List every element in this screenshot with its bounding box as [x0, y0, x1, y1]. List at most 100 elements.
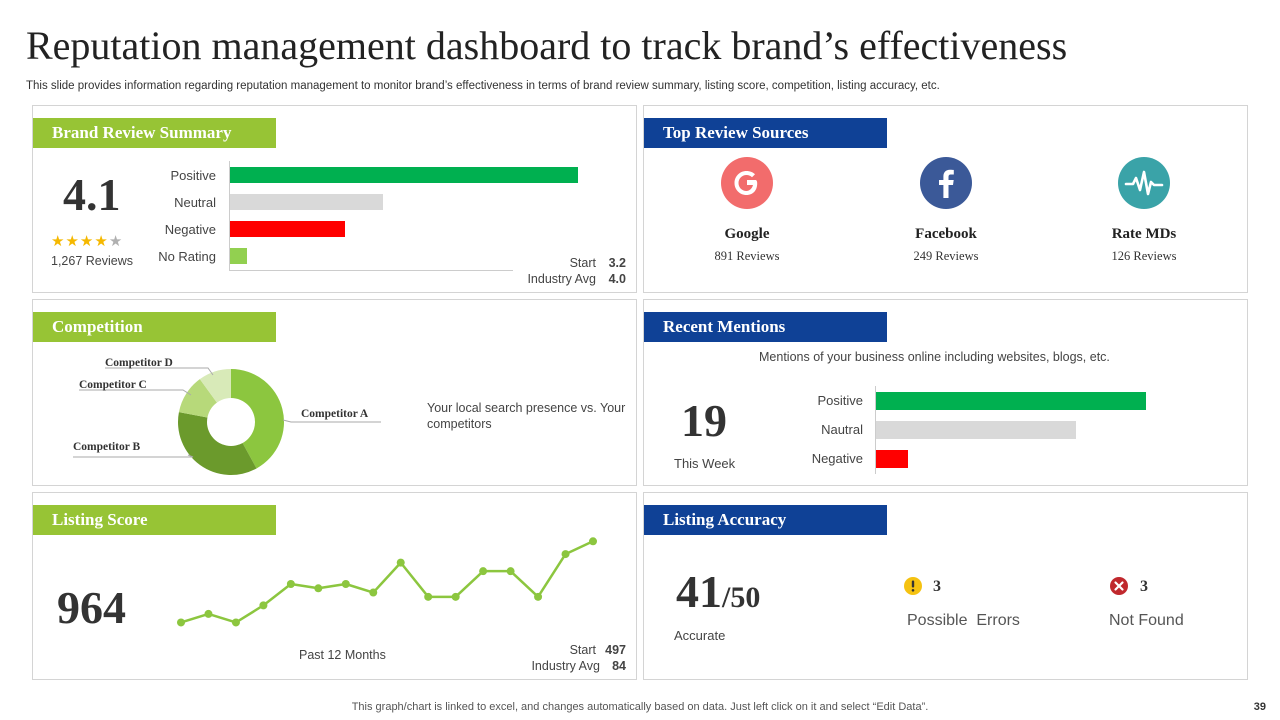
mentions-bar-neutral: [876, 421, 1076, 439]
brand-review-panel: Brand Review Summary 4.1 ★★★★★ 1,267 Rev…: [32, 105, 637, 293]
ls-start-label: Start: [569, 643, 596, 657]
bar-neutral: [230, 194, 384, 210]
mentions-period: This Week: [674, 456, 736, 471]
source-name-google: Google: [724, 226, 770, 242]
ls-start-value: 497: [605, 643, 626, 657]
donut-slice-competitor-a: [231, 369, 284, 469]
error-x-icon: [1110, 577, 1128, 595]
donut-slice-competitor-b: [178, 412, 257, 475]
competition-description: Your local search presence vs. Your comp…: [427, 401, 626, 431]
line-point-7: [341, 580, 350, 588]
star-filled-icon: ★: [94, 233, 109, 250]
line-point-12: [479, 567, 488, 576]
source-google: Google 891 Reviews: [677, 156, 817, 264]
line-point-3: [231, 618, 240, 627]
brand-review-count: 1,267 Reviews: [51, 254, 133, 268]
top-sources-panel: Top Review Sources Google 891 Reviews Fa…: [643, 105, 1248, 293]
accuracy-score: 41/50: [676, 565, 760, 618]
source-reviews-google: 891 Reviews: [714, 249, 780, 263]
line-point-8: [369, 588, 378, 597]
listing-score-period: Past 12 Months: [299, 648, 386, 662]
source-name-ratemds: Rate MDs: [1111, 226, 1177, 242]
mentions-label-positive: Positive: [817, 393, 863, 408]
listing-accuracy-panel: Listing Accuracy 41/50 Accurate 3 Possib…: [643, 492, 1248, 680]
errors-label: Possible Errors: [907, 612, 1020, 629]
industry-avg-label: Industry Avg: [527, 272, 596, 286]
star-empty-icon: ★: [108, 233, 124, 250]
competition-header: Competition: [33, 312, 276, 342]
bar-baseline: [229, 270, 513, 271]
competition-panel: Competition Competitor A Competitor B Co…: [32, 299, 637, 486]
competitor-c-label: Competitor C: [79, 379, 147, 391]
line-point-1: [177, 618, 185, 627]
bar-positive: [230, 167, 578, 183]
mentions-description: Mentions of your business online includi…: [759, 350, 1110, 364]
recent-mentions-panel: Recent Mentions Mentions of your busines…: [643, 299, 1248, 486]
listing-score-panel: Listing Score 964 Past 12 Months Start 4…: [32, 492, 637, 680]
heartbeat-icon: [1118, 157, 1170, 209]
source-facebook: Facebook 249 Reviews: [876, 156, 1016, 264]
line-point-13: [506, 567, 515, 576]
bar-axis: [229, 161, 230, 271]
line-point-4: [259, 601, 268, 610]
mentions-label-neutral: Nautral: [821, 422, 863, 437]
star-filled-icon: ★: [79, 233, 95, 250]
mentions-bar-axis: [875, 386, 876, 474]
source-name-facebook: Facebook: [915, 226, 977, 242]
bar-label-positive: Positive: [170, 168, 216, 183]
start-value: 3.2: [608, 256, 626, 270]
star-filled-icon: ★: [51, 233, 66, 250]
footer-note: This graph/chart is linked to excel, and…: [351, 701, 929, 713]
mentions-label-negative: Negative: [811, 451, 863, 466]
recent-mentions-header: Recent Mentions: [644, 312, 887, 342]
not-found-label: Not Found: [1109, 612, 1184, 629]
line-point-10: [424, 592, 433, 601]
accuracy-total: /50: [722, 581, 761, 614]
errors-count: 3: [933, 578, 941, 595]
source-ratemds: Rate MDs 126 Reviews: [1074, 156, 1214, 264]
line-point-16: [589, 537, 597, 546]
facebook-icon: [920, 157, 972, 209]
not-found-count: 3: [1140, 578, 1148, 595]
source-reviews-ratemds: 126 Reviews: [1111, 249, 1177, 263]
google-icon: [721, 157, 773, 209]
competition-donut-chart: Competitor A Competitor B Competitor C C…: [73, 357, 381, 475]
ls-industry-label: Industry Avg: [531, 659, 600, 673]
bar-no-rating: [230, 248, 248, 264]
bar-label-negative: Negative: [164, 222, 216, 237]
line-point-15: [561, 550, 570, 559]
line-point-5: [286, 580, 295, 588]
mentions-bar-positive: [876, 392, 1146, 410]
source-reviews-facebook: 249 Reviews: [913, 249, 979, 263]
line-point-6: [314, 584, 323, 593]
star-rating: ★★★★★: [51, 232, 123, 250]
listing-score-value: 964: [57, 582, 126, 633]
top-sources-header: Top Review Sources: [644, 118, 887, 148]
line-point-9: [396, 558, 405, 567]
mentions-bar-negative: [876, 450, 909, 468]
page-subtitle: This slide provides information regardin…: [26, 80, 940, 92]
line-point-14: [534, 592, 543, 601]
bar-negative: [230, 221, 345, 237]
listing-score-line-chart: [177, 537, 597, 627]
bar-label-no-rating: No Rating: [158, 249, 216, 264]
line-point-11: [451, 592, 460, 601]
mentions-count: 19: [681, 395, 727, 446]
accuracy-value: 41: [676, 566, 722, 617]
brand-review-header: Brand Review Summary: [33, 118, 276, 148]
warning-icon: [904, 577, 922, 595]
competitor-d-label: Competitor D: [105, 357, 173, 369]
accuracy-label: Accurate: [674, 628, 726, 643]
page-number: 39: [1253, 701, 1266, 713]
bar-label-neutral: Neutral: [174, 195, 216, 210]
brand-rating: 4.1: [63, 169, 121, 220]
competitor-b-label: Competitor B: [73, 441, 141, 453]
industry-avg-value: 4.0: [608, 272, 626, 286]
star-filled-icon: ★: [65, 233, 80, 250]
listing-score-header: Listing Score: [33, 505, 276, 535]
line-point-2: [204, 609, 213, 618]
start-label: Start: [569, 256, 596, 270]
competitor-a-label: Competitor A: [301, 408, 369, 420]
listing-accuracy-header: Listing Accuracy: [644, 505, 887, 535]
ls-industry-value: 84: [612, 659, 626, 673]
